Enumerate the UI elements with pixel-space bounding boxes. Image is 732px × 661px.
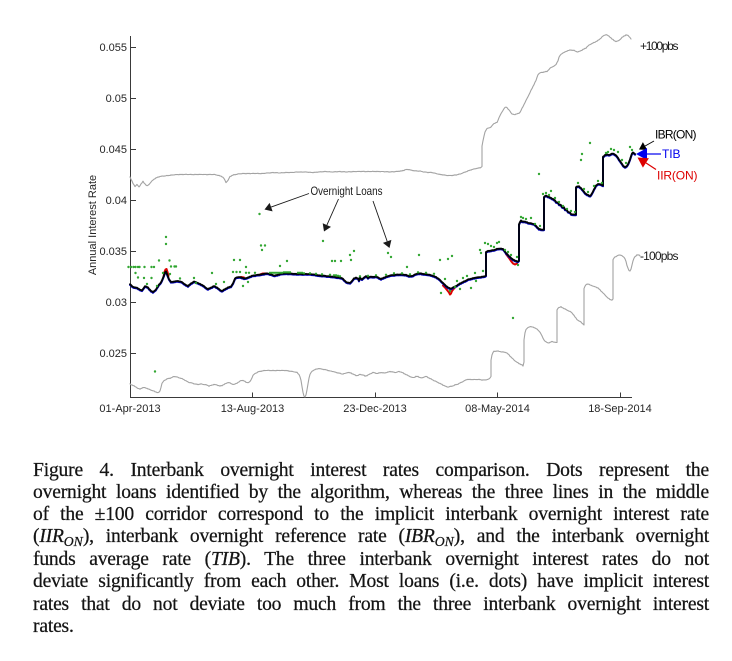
svg-text:0.055: 0.055 (99, 42, 127, 54)
svg-text:0.045: 0.045 (99, 144, 127, 156)
svg-text:0.035: 0.035 (99, 246, 127, 258)
svg-text:IBR(ON): IBR(ON) (655, 128, 697, 142)
svg-text:0.03: 0.03 (106, 297, 127, 309)
svg-text:+100pbs: +100pbs (640, 39, 679, 53)
svg-text:01-Apr-2013: 01-Apr-2013 (99, 403, 160, 415)
svg-text:-100pbs: -100pbs (640, 249, 679, 263)
svg-text:13-Aug-2013: 13-Aug-2013 (221, 403, 285, 415)
svg-text:Overnight Loans: Overnight Loans (311, 184, 383, 198)
svg-text:Annual Interest Rate: Annual Interest Rate (87, 175, 99, 275)
svg-text:0.04: 0.04 (106, 195, 127, 207)
svg-text:18-Sep-2014: 18-Sep-2014 (588, 403, 652, 415)
svg-text:TIB: TIB (662, 147, 681, 161)
svg-text:0.025: 0.025 (99, 348, 127, 360)
svg-text:IIR(ON): IIR(ON) (657, 169, 698, 183)
svg-text:23-Dec-2013: 23-Dec-2013 (343, 403, 407, 415)
svg-text:0.05: 0.05 (106, 93, 127, 105)
svg-text:08-May-2014: 08-May-2014 (465, 403, 530, 415)
